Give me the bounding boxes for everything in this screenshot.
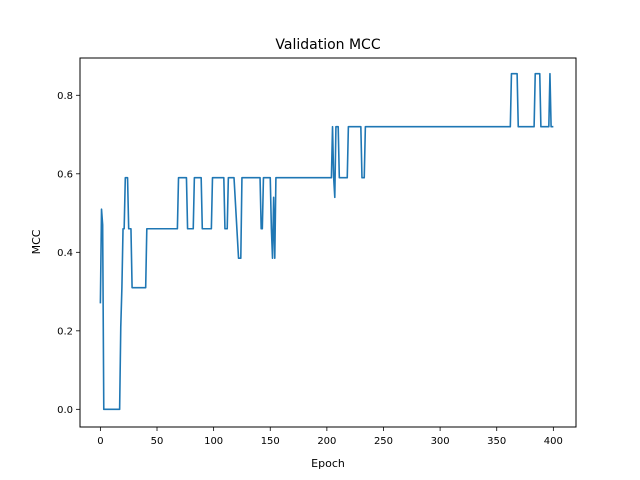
series-line — [99, 72, 554, 411]
axes-frame — [79, 57, 577, 428]
y-axis-label: MCC — [30, 229, 43, 254]
x-tick-label: 0 — [97, 436, 103, 447]
y-axis: 0.0 0.2 0.4 0.6 0.8 — [57, 91, 80, 416]
x-axis: 0 50 100 150 200 250 300 350 400 — [97, 427, 563, 447]
x-tick-label: 300 — [431, 436, 450, 447]
y-tick-label: 0.2 — [57, 326, 73, 337]
y-tick-label: 0.6 — [57, 169, 73, 180]
x-tick-label: 400 — [544, 436, 563, 447]
x-axis-label: Epoch — [311, 457, 345, 470]
x-tick-label: 250 — [374, 436, 393, 447]
x-tick-label: 350 — [487, 436, 506, 447]
y-tick-label: 0.8 — [57, 91, 73, 102]
x-tick-label: 200 — [317, 436, 336, 447]
x-tick-label: 50 — [151, 436, 164, 447]
y-tick-label: 0.0 — [57, 405, 73, 416]
y-tick-label: 0.4 — [57, 248, 73, 259]
plot-area: 0 50 100 150 200 250 300 350 400 0.0 0.2 0.4 0.6 0.8 — [57, 57, 577, 447]
chart-title: Validation MCC — [275, 37, 380, 53]
x-tick-label: 150 — [261, 436, 280, 447]
x-tick-label: 100 — [204, 436, 223, 447]
